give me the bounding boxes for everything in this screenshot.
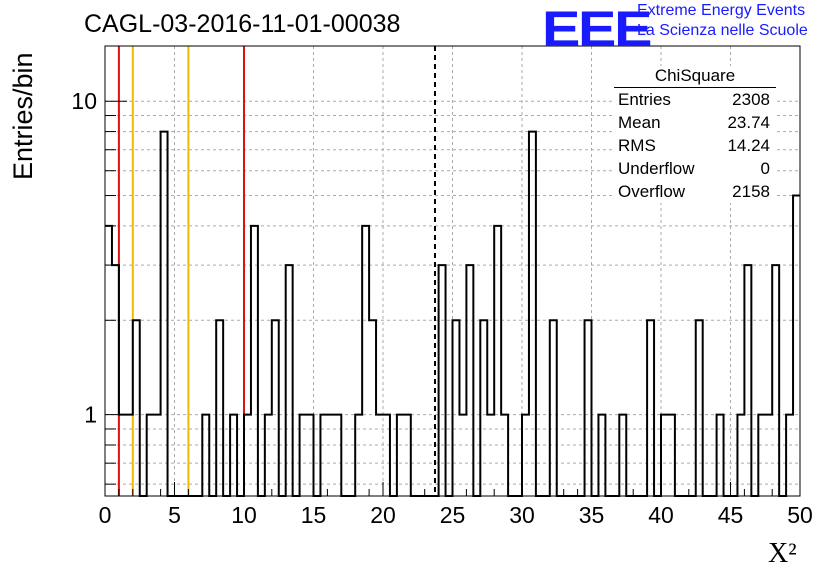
stats-row-entries: Entries 2308: [614, 88, 776, 111]
x-tick-label: 45: [718, 502, 744, 528]
stats-box: ChiSquare Entries 2308 Mean 23.74 RMS 14.24…: [614, 66, 776, 203]
histogram-bin: [772, 265, 779, 496]
histogram-bin: [453, 320, 460, 496]
y-axis-label: Entries/bin: [8, 52, 38, 180]
stats-label: Entries: [618, 90, 671, 109]
stats-value: 14.24: [727, 136, 770, 155]
x-tick-label: 10: [231, 502, 257, 528]
x-tick-label: 40: [648, 502, 674, 528]
x-tick-label: 35: [579, 502, 605, 528]
stats-value: 2158: [732, 182, 770, 201]
logo-subtitle-line1: Extreme Energy Events: [637, 2, 806, 19]
x-tick-label: 5: [168, 502, 181, 528]
histogram-bin: [744, 265, 751, 496]
x-tick-label: 50: [787, 502, 813, 528]
x-tick-label: 25: [440, 502, 466, 528]
x-axis-label: X²: [768, 538, 797, 569]
histogram-bin: [585, 320, 592, 496]
stats-value: 0: [760, 159, 770, 178]
histogram-bin: [362, 226, 369, 496]
histogram-bin: [647, 320, 654, 496]
y-tick-label: 1: [84, 402, 97, 428]
histogram-bin: [696, 320, 703, 496]
histogram-bin: [133, 320, 140, 496]
stats-row-overflow: Overflow 2158: [614, 180, 776, 203]
histogram-bin: [480, 320, 487, 496]
x-tick-label: 20: [370, 502, 396, 528]
x-tick-label: 0: [99, 502, 112, 528]
stats-label: Overflow: [618, 182, 686, 201]
stats-value: 2308: [732, 90, 770, 109]
logo-subtitle-line2: La Scienza nelle Scuole: [637, 22, 808, 39]
histogram-bin: [112, 265, 119, 496]
y-tick-label: 10: [71, 88, 97, 114]
histogram-bin: [529, 132, 536, 496]
histogram-bin: [272, 320, 279, 496]
stats-label: RMS: [618, 136, 656, 155]
eee-logo: EEE: [542, 1, 652, 57]
stats-row-mean: Mean 23.74: [614, 111, 776, 134]
histogram-bin: [251, 226, 258, 496]
histogram-bin: [439, 265, 446, 496]
chart-title: CAGL-03-2016-11-01-00038: [84, 10, 401, 38]
histogram-bin: [793, 196, 800, 496]
histogram-bin: [216, 320, 223, 496]
stats-row-underflow: Underflow 0: [614, 157, 776, 180]
histogram-bin: [466, 265, 473, 496]
histogram-bin: [161, 132, 168, 496]
histogram-bin: [286, 265, 293, 496]
stats-title: ChiSquare: [614, 66, 776, 88]
stats-value: 23.74: [727, 113, 770, 132]
x-tick-label: 15: [301, 502, 327, 528]
histogram-bin: [369, 320, 376, 496]
histogram-bin: [105, 226, 112, 496]
stats-row-rms: RMS 14.24: [614, 134, 776, 157]
stats-label: Mean: [618, 113, 661, 132]
stats-label: Underflow: [618, 159, 695, 178]
histogram-bin: [494, 226, 501, 496]
histogram-bin: [550, 320, 557, 496]
x-tick-label: 30: [509, 502, 535, 528]
